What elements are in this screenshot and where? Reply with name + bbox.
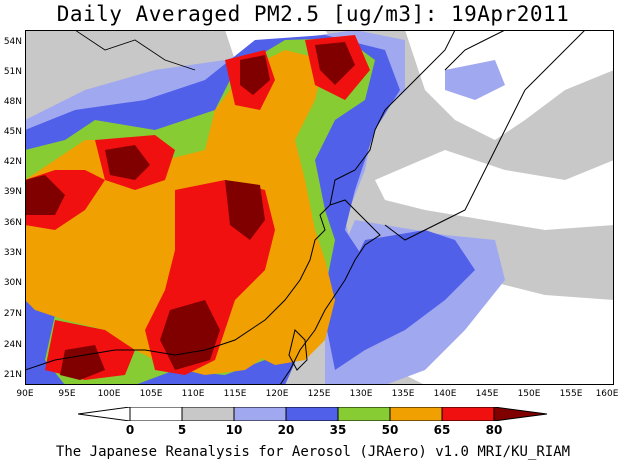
lon-label-105e: 105E xyxy=(139,389,163,399)
lon-label-145e: 145E xyxy=(475,389,499,399)
lat-label-33n: 33N xyxy=(3,248,22,258)
lat-label-48n: 48N xyxy=(3,97,22,107)
lat-label-45n: 45N xyxy=(3,127,22,137)
colorbar-seg-2 xyxy=(181,407,235,421)
lon-label-110e: 110E xyxy=(181,389,205,399)
colorbar-label-10: 10 xyxy=(225,423,243,437)
lon-label-95e: 95E xyxy=(58,389,76,399)
map-title: Daily Averaged PM2.5 [ug/m3]: 19Apr2011 xyxy=(56,2,570,26)
lon-label-160e: 160E xyxy=(595,389,619,399)
lat-label-51n: 51N xyxy=(3,67,22,77)
colorbar-label-65: 65 xyxy=(433,423,451,437)
colorbar-label-50: 50 xyxy=(381,423,399,437)
colorbar-label-0: 0 xyxy=(125,423,135,437)
colorbar-label-80: 80 xyxy=(485,423,503,437)
pm25-map-canvas xyxy=(25,30,614,385)
lon-label-150e: 150E xyxy=(517,389,541,399)
lon-label-90e: 90E xyxy=(16,389,34,399)
colorbar-seg-7 xyxy=(441,407,495,421)
lon-label-120e: 120E xyxy=(265,389,289,399)
colorbar-seg-5 xyxy=(337,407,391,421)
lat-label-21n: 21N xyxy=(3,370,22,380)
colorbar-seg-6 xyxy=(389,407,443,421)
colorbar-label-35: 35 xyxy=(329,423,347,437)
colorbar xyxy=(78,407,548,421)
lat-label-24n: 24N xyxy=(3,340,22,350)
colorbar-seg-0 xyxy=(78,407,131,421)
lon-label-130e: 130E xyxy=(349,389,373,399)
lon-label-155e: 155E xyxy=(559,389,583,399)
colorbar-seg-3 xyxy=(233,407,287,421)
colorbar-seg-8 xyxy=(493,407,548,421)
pm25-map xyxy=(25,30,614,385)
lat-label-36n: 36N xyxy=(3,218,22,228)
lon-label-140e: 140E xyxy=(433,389,457,399)
lon-label-125e: 125E xyxy=(307,389,331,399)
colorbar-label-20: 20 xyxy=(277,423,295,437)
lat-label-30n: 30N xyxy=(3,278,22,288)
lat-label-39n: 39N xyxy=(3,187,22,197)
colorbar-label-5: 5 xyxy=(177,423,187,437)
lon-label-115e: 115E xyxy=(223,389,247,399)
lat-label-27n: 27N xyxy=(3,309,22,319)
footer-credit: The Japanese Reanalysis for Aerosol (JRA… xyxy=(55,444,571,460)
lat-label-54n: 54N xyxy=(3,37,22,47)
colorbar-seg-1 xyxy=(129,407,183,421)
lat-label-42n: 42N xyxy=(3,157,22,167)
colorbar-seg-4 xyxy=(285,407,339,421)
lon-label-100e: 100E xyxy=(97,389,121,399)
lon-label-135e: 135E xyxy=(391,389,415,399)
